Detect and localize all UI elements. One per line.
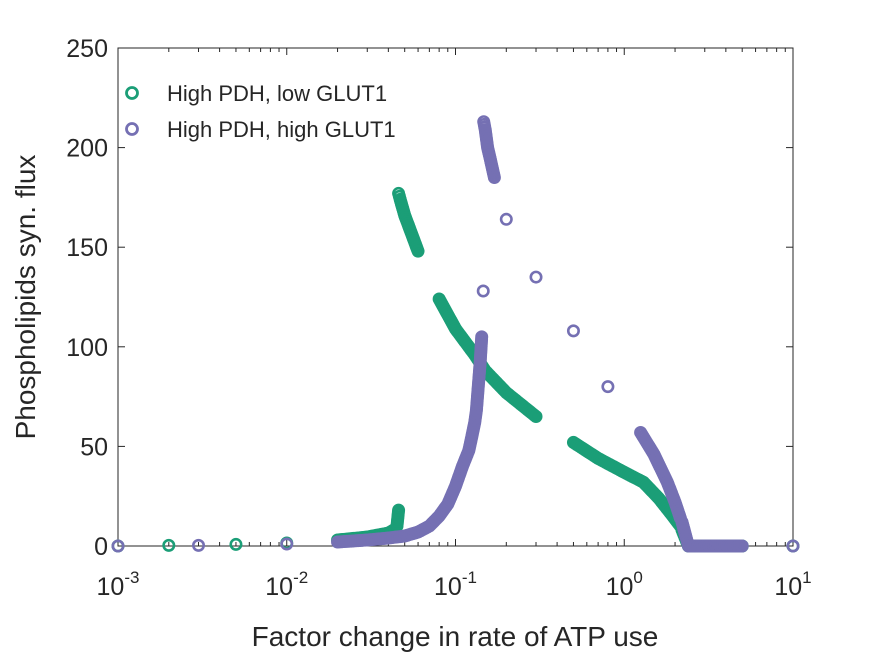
x-tick-label: 10-2	[265, 568, 308, 601]
y-tick-label: 50	[80, 433, 108, 461]
data-point	[529, 270, 543, 284]
data-point	[162, 538, 176, 552]
plot-area	[117, 47, 794, 547]
x-tick-label: 10-1	[434, 568, 477, 601]
x-tick-label: 10-3	[97, 568, 140, 601]
ticks: 0 50 100 150 200 250 10-3 10-2 10-1 100 101	[66, 35, 811, 601]
y-tick-label: 150	[66, 234, 108, 262]
legend-label: High PDH, low GLUT1	[167, 81, 387, 106]
y-tick-label: 250	[66, 35, 108, 63]
data-point	[111, 539, 125, 553]
data-point	[475, 330, 489, 344]
data-point	[786, 539, 800, 553]
data-point	[566, 324, 580, 338]
data-point	[601, 380, 615, 394]
data-point	[192, 538, 206, 552]
data-point	[392, 503, 406, 517]
data-point	[280, 537, 294, 551]
x-tick-label: 100	[606, 568, 643, 601]
y-tick-label: 200	[66, 135, 108, 163]
y-tick-label: 0	[94, 533, 108, 561]
data-point	[735, 539, 749, 553]
legend-marker	[125, 86, 139, 100]
series-2	[111, 115, 800, 553]
data-point	[476, 284, 490, 298]
data-point	[499, 212, 513, 226]
data-point	[411, 244, 425, 258]
data-points	[111, 115, 800, 553]
data-point	[529, 410, 543, 424]
x-axis-label: Factor change in rate of ATP use	[252, 621, 659, 652]
legend-label: High PDH, high GLUT1	[167, 117, 396, 142]
legend-marker	[125, 122, 139, 136]
legend: High PDH, low GLUT1 High PDH, high GLUT1	[125, 81, 396, 142]
x-tick-label: 101	[774, 568, 811, 601]
y-tick-label: 100	[66, 334, 108, 362]
data-point	[487, 170, 501, 184]
data-point	[229, 537, 243, 551]
y-axis-label: Phospholipids syn. flux	[10, 155, 41, 440]
